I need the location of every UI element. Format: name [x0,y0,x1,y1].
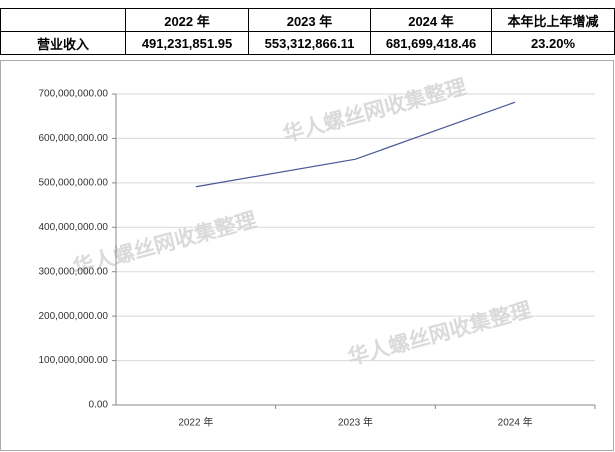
x-tick-label: 2023 年 [338,416,373,429]
cell: 23.20% [491,31,615,55]
header-cell: 本年比上年增减 [491,8,615,32]
y-tick-label: 100,000,000.00 [38,355,108,366]
y-tick-label: 600,000,000.00 [38,133,108,144]
data-line [195,101,516,188]
x-tick-label: 2024 年 [498,416,533,429]
watermark: 华人螺丝网收集整理 [345,298,534,370]
header-cell: 2022 年 [125,8,249,32]
x-tick-label: 2022 年 [178,416,213,429]
header-cell: 2024 年 [370,8,492,32]
y-tick-label: 0.00 [89,400,109,411]
watermark: 华人螺丝网收集整理 [280,75,469,147]
y-tick-label: 400,000,000.00 [38,222,108,233]
y-tick-label: 200,000,000.00 [38,311,108,322]
y-tick-label: 500,000,000.00 [38,177,108,188]
cell: 553,312,866.11 [248,31,371,55]
header-cell [0,8,126,32]
row-label: 营业收入 [0,31,126,55]
cell: 681,699,418.46 [370,31,492,55]
y-tick-label: 300,000,000.00 [38,266,108,277]
header-row: 2022 年 2023 年 2024 年 本年比上年增减 [0,8,615,32]
chart: 华人螺丝网收集整理 华人螺丝网收集整理 华人螺丝网收集整理 0.00100,00… [0,60,614,451]
y-tick-label: 700,000,000.00 [38,89,108,100]
cell: 491,231,851.95 [125,31,249,55]
data-table: 2022 年 2023 年 2024 年 本年比上年增减 营业收入 491,23… [0,8,615,55]
data-row: 营业收入 491,231,851.95 553,312,866.11 681,6… [0,31,615,55]
header-cell: 2023 年 [248,8,371,32]
chart-frame [0,60,614,451]
